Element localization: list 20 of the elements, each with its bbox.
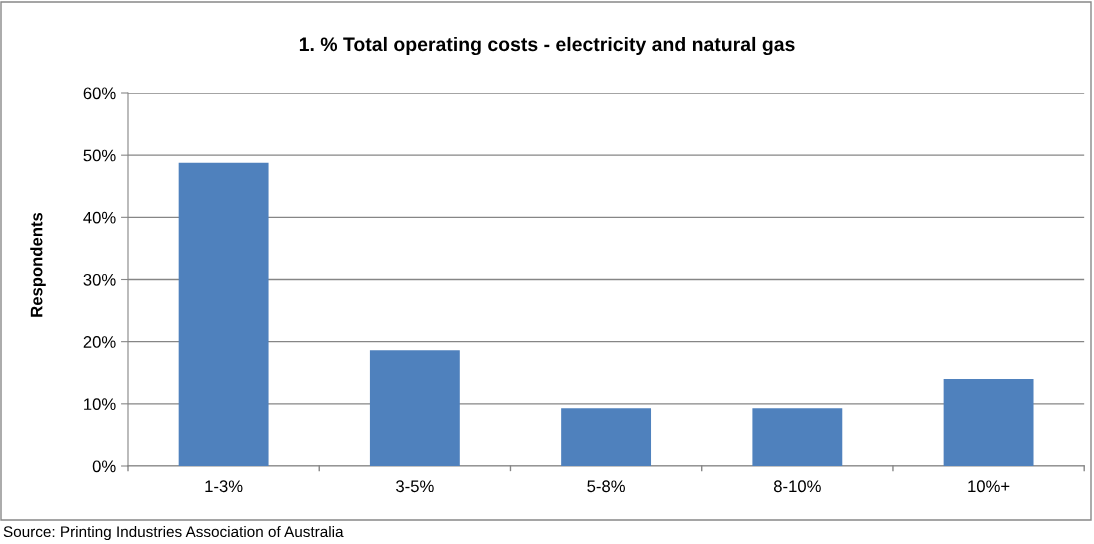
- y-tick-label: 0%: [92, 460, 116, 473]
- bar: [178, 162, 269, 466]
- source-note: Source: Printing Industries Association of Australia: [3, 525, 344, 541]
- bar: [752, 408, 843, 466]
- x-tick-label: 5-8%: [587, 480, 625, 493]
- chart-title: 1. % Total operating costs - electricity and natural gas: [299, 36, 795, 56]
- y-tick-label: 20%: [83, 336, 116, 348]
- y-tick-label: 60%: [83, 87, 116, 100]
- bar: [943, 378, 1034, 466]
- x-tick-label: 10%+: [968, 480, 1010, 493]
- y-axis-title: Respondents: [30, 212, 46, 317]
- y-tick-label: 30%: [83, 273, 116, 286]
- y-tick-label: 40%: [83, 211, 116, 224]
- bar: [561, 408, 652, 466]
- y-tick-label: 50%: [83, 149, 116, 162]
- x-tick-label: 1-3%: [205, 480, 243, 493]
- y-tick-label: 10%: [84, 398, 116, 411]
- x-tick-label: 8-10%: [773, 480, 821, 493]
- x-tick-label: 3-5%: [396, 480, 434, 493]
- bar: [369, 350, 460, 466]
